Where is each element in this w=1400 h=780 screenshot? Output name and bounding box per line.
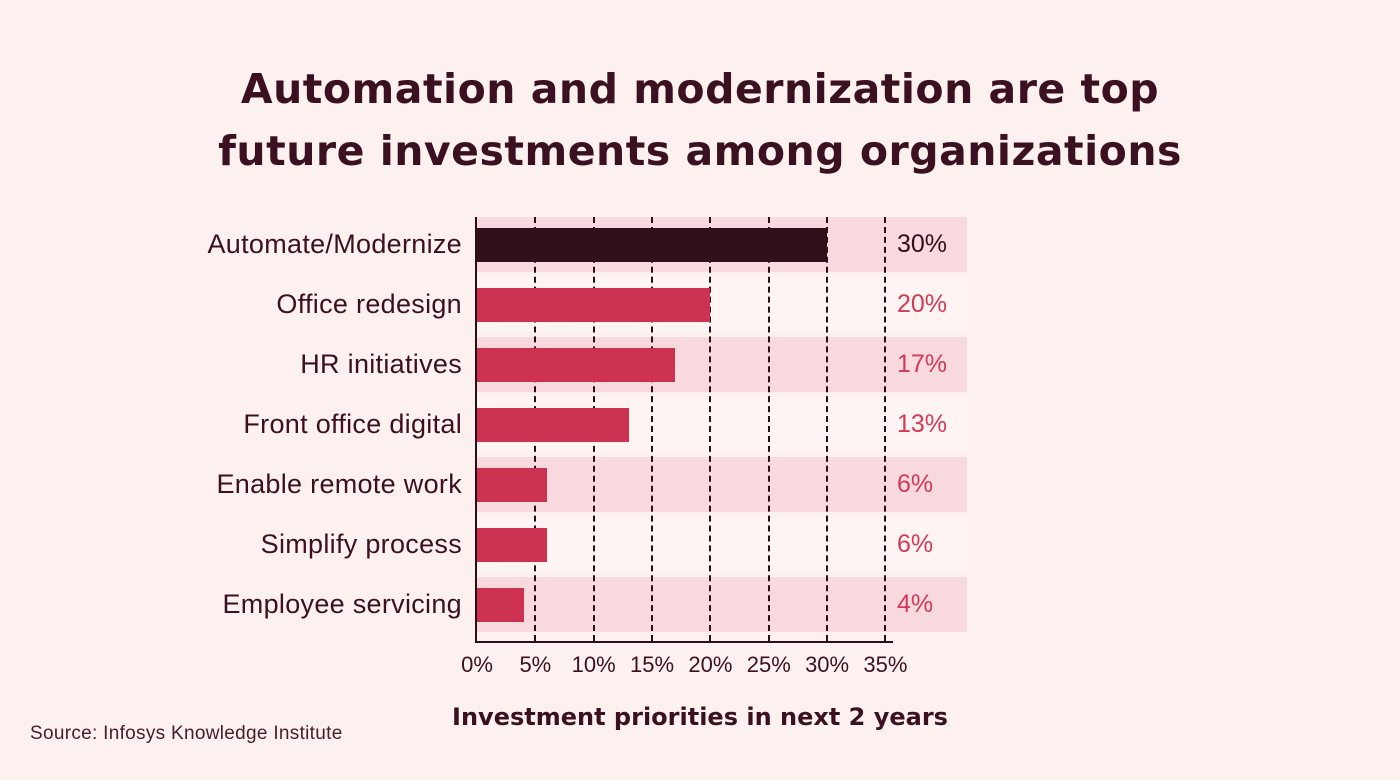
bar-hr-initiatives (477, 347, 676, 382)
row-band (477, 577, 967, 632)
chart-title-line1: Automation and modernization are top (240, 65, 1160, 113)
row-band (477, 517, 967, 572)
x-tick-label: 0% (461, 652, 493, 677)
x-axis-title: Investment priorities in next 2 years (452, 703, 948, 731)
chart-title-line2: future investments among organizations (218, 127, 1182, 175)
category-label: Office redesign (276, 289, 462, 319)
source-attribution: Source: Infosys Knowledge Institute (30, 723, 343, 744)
bar-front-office-digital (477, 407, 629, 442)
gridline-30pct (826, 217, 829, 641)
value-label: 13% (897, 410, 948, 438)
y-axis-line (475, 217, 477, 643)
x-axis-line (475, 641, 894, 643)
gridline-25pct (767, 217, 770, 641)
category-label: Front office digital (243, 409, 462, 439)
x-tick-label: 25% (746, 652, 791, 677)
x-tick-label: 5% (519, 652, 552, 677)
x-tick-label: 15% (630, 652, 675, 677)
chart-title: Automation and modernization are top fut… (0, 58, 1400, 182)
category-label: Simplify process (260, 529, 462, 559)
value-label: 4% (897, 590, 934, 618)
gridline-15pct (651, 217, 654, 641)
value-label: 17% (897, 350, 948, 378)
bar-enable-remote-work (477, 467, 548, 502)
category-label: HR initiatives (300, 349, 462, 379)
bar-office-redesign (477, 287, 711, 322)
value-label: 30% (897, 230, 948, 258)
x-tick-label: 20% (688, 652, 733, 677)
bar-employee-servicing (477, 587, 524, 622)
value-label: 6% (897, 530, 934, 558)
gridline-20pct (709, 217, 712, 641)
row-band (477, 457, 967, 512)
x-tick-label: 10% (571, 652, 616, 677)
value-label: 20% (897, 290, 948, 318)
bar-automate-modernize (477, 227, 828, 262)
category-label: Enable remote work (216, 469, 462, 499)
category-label: Automate/Modernize (207, 229, 462, 259)
bar-simplify-process (477, 527, 548, 562)
gridline-35pct (884, 217, 887, 641)
x-tick-label: 35% (863, 652, 908, 677)
category-label: Employee servicing (222, 589, 462, 619)
value-label: 6% (897, 470, 934, 498)
x-tick-label: 30% (805, 652, 850, 677)
